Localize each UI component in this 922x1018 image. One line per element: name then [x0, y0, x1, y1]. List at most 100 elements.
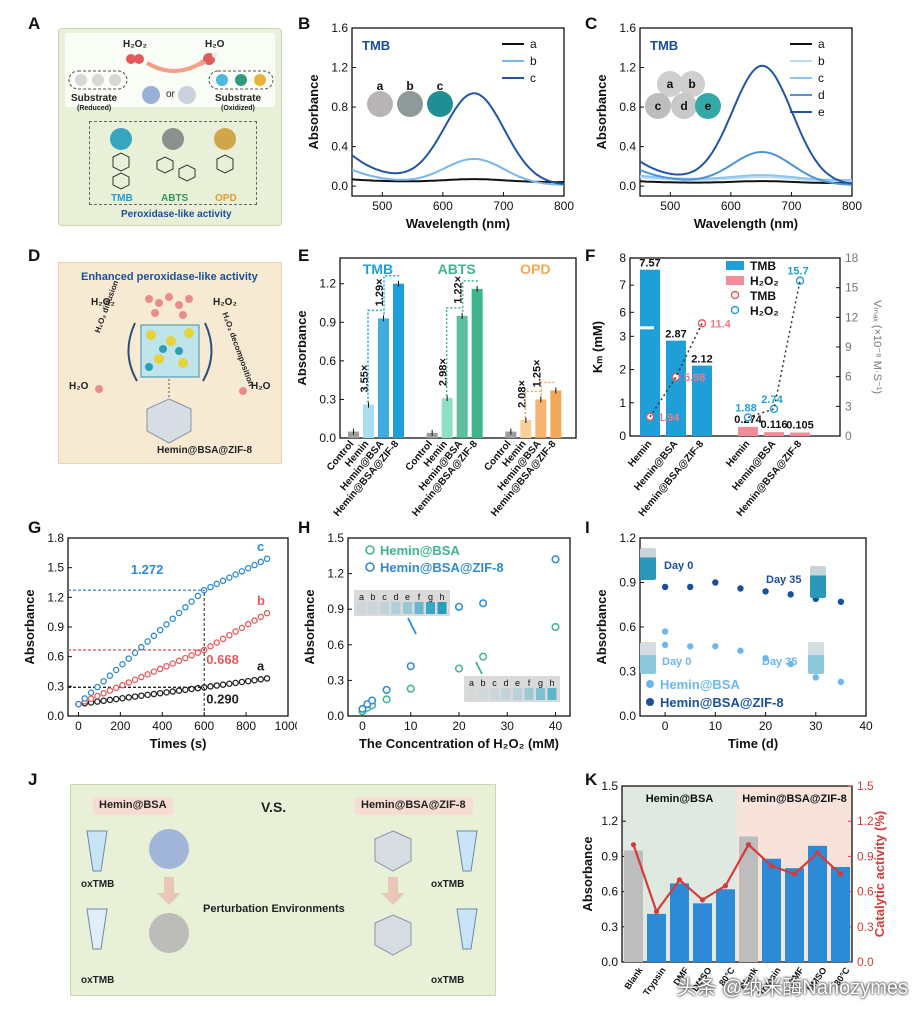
- panel-d-label: D: [28, 246, 41, 265]
- f-point-label: 1.88: [735, 402, 756, 414]
- c-xtick-label: 500: [660, 199, 680, 213]
- g-point-a: [232, 679, 239, 687]
- h-ytick-label: 0.6: [327, 638, 344, 652]
- c-vial-b: [679, 71, 705, 97]
- a-h2o-label: H₂O: [205, 39, 225, 50]
- i-xtick-label: 10: [709, 719, 723, 733]
- h-ytick-label: 1.2: [327, 567, 344, 581]
- g-point-c: [226, 574, 233, 581]
- i-point: [787, 660, 794, 668]
- f-legend-label: TMB: [750, 289, 776, 303]
- h-inset-label: a: [469, 678, 474, 688]
- g-point-a: [106, 696, 114, 704]
- k-bar-Blank: [624, 850, 643, 962]
- g-point-c: [188, 598, 195, 605]
- g-series-label-b: b: [257, 593, 265, 608]
- j-oxtmb-2: oxTMB: [81, 975, 115, 986]
- g-point-c: [169, 615, 177, 622]
- g-point-b: [207, 643, 214, 650]
- g-ytick-label: 0.9: [47, 620, 64, 634]
- f-legend-label: H₂O₂: [750, 274, 779, 288]
- k-point-activity: [630, 842, 637, 848]
- d-h2o2-left: H₂O₂: [91, 297, 115, 308]
- f-ylabel-left: Kₘ (mM): [590, 321, 605, 373]
- c-ytick-label: 1.2: [619, 61, 636, 75]
- g-point-b: [257, 613, 265, 621]
- b-ytick-label: 1.2: [331, 61, 348, 75]
- h-inset-label: e: [515, 678, 520, 688]
- d-h2o-right: H₂O: [251, 381, 271, 392]
- g-xlabel: Times (s): [150, 736, 207, 751]
- i-day35-top: Day 35: [766, 574, 802, 586]
- g-point-b: [112, 684, 120, 692]
- k-ytick-right-label: 0.6: [857, 885, 874, 899]
- g-ytick-label: 1.8: [47, 531, 64, 545]
- g-xtick-label: 200: [110, 719, 130, 733]
- g-point-b: [188, 652, 195, 659]
- g-point-b: [100, 690, 107, 697]
- g-xtick-label: 0: [75, 719, 82, 733]
- g-point-c: [219, 577, 227, 585]
- h-inset-vial: [368, 602, 378, 614]
- h-inset-vial: [501, 688, 511, 700]
- h-point: [454, 602, 464, 611]
- g-point-a: [138, 692, 145, 699]
- h-xtick-label: 0: [359, 719, 366, 733]
- panel-f-label: F: [585, 246, 596, 265]
- e-ratio-1: 3.55×: [359, 365, 371, 393]
- g-point-b: [213, 639, 221, 646]
- g-point-a: [144, 691, 151, 699]
- b-xtick-label: 500: [372, 199, 392, 213]
- h-xlabel: The Concentration of H₂O₂ (mM): [359, 736, 559, 751]
- b-series-c: [351, 92, 565, 185]
- i-point: [737, 647, 744, 654]
- h-point: [479, 652, 488, 661]
- h-inset-vial: [391, 602, 401, 614]
- h-inset-label: g: [538, 678, 543, 688]
- h-inset-vial: [478, 688, 488, 700]
- f-bar-km-h2o2: [790, 432, 810, 436]
- f-point-vmax-h2o2: [795, 276, 805, 285]
- g-point-c: [207, 583, 214, 591]
- f-ytick-label: 1: [619, 396, 626, 410]
- f-ytick-right-label: 18: [845, 251, 859, 265]
- c-legend-a: a: [818, 37, 825, 51]
- k-bar-Trypsin: [762, 858, 781, 962]
- i-point: [661, 641, 669, 648]
- g-point-c: [182, 604, 189, 611]
- f-point-label: 5.98: [684, 372, 705, 384]
- g-point-c: [213, 580, 221, 588]
- b-ytick-label: 0.8: [331, 100, 348, 114]
- g-point-a: [163, 689, 170, 696]
- a-substrate-icons: [110, 128, 236, 190]
- k-bar-DMSO: [808, 845, 827, 962]
- g-point-a: [263, 675, 271, 682]
- f-ytick-label: 2: [619, 363, 626, 377]
- g-point-b: [244, 620, 252, 628]
- h-inset-label: c: [492, 678, 497, 688]
- b-vial-label-b: b: [406, 79, 413, 93]
- i-point: [737, 585, 744, 592]
- e-bar-ABTS-Hemin@BSA@ZIF-8: [471, 288, 483, 438]
- c-inset-title: TMB: [650, 38, 678, 53]
- c-legend-c: c: [818, 71, 824, 85]
- b-vial-label-c: c: [437, 79, 444, 93]
- g-point-b: [263, 609, 271, 617]
- i-point: [687, 583, 694, 591]
- i-legend-swatch: [646, 698, 654, 706]
- g-point-b: [251, 617, 258, 624]
- c-legend-b: b: [818, 54, 825, 68]
- e-bar-OPD-Control: [505, 431, 517, 438]
- g-point-a: [182, 686, 189, 694]
- g-point-a: [194, 684, 202, 692]
- g-point-c: [75, 700, 82, 708]
- g-point-c: [81, 695, 89, 702]
- g-point-a: [125, 694, 133, 701]
- c-vial-a: [657, 71, 683, 97]
- h-inset-strip: [354, 590, 450, 616]
- chart-c: 500 600 700 800 0.0 0.4 0.8 1.2 1.6 Wavelength (n…: [594, 21, 862, 231]
- g-point-b: [119, 681, 126, 689]
- g-point-b: [226, 631, 233, 639]
- g-point-a: [175, 687, 183, 694]
